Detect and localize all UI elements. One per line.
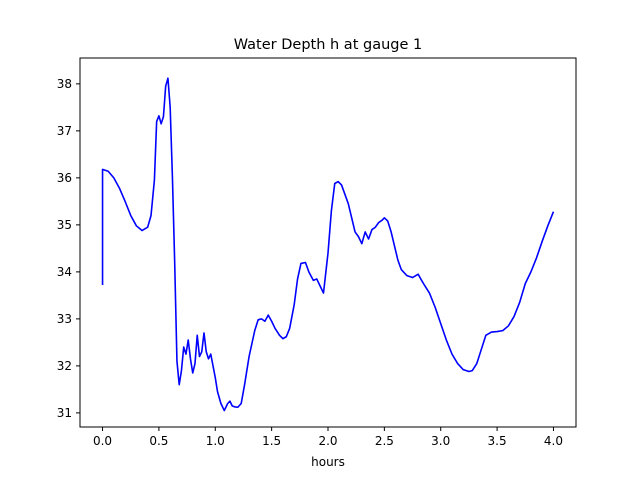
y-tick-label: 34 xyxy=(57,265,72,279)
x-tick-label: 1.0 xyxy=(206,434,225,448)
y-tick-label: 36 xyxy=(57,171,72,185)
y-tick-label: 37 xyxy=(57,124,72,138)
x-tick-label: 1.5 xyxy=(262,434,281,448)
series-line-0 xyxy=(101,77,555,412)
x-tick-label: 4.0 xyxy=(544,434,563,448)
x-tick-label: 3.0 xyxy=(431,434,450,448)
x-tick-label: 2.5 xyxy=(375,434,394,448)
y-tick-label: 33 xyxy=(57,312,72,326)
x-tick-label: 0.5 xyxy=(149,434,168,448)
x-tick-label: 0.0 xyxy=(93,434,112,448)
x-axis-label: hours xyxy=(311,455,345,469)
chart-title: Water Depth h at gauge 1 xyxy=(234,37,422,53)
y-tick-label: 38 xyxy=(57,77,72,91)
x-axis-ticks: 0.0 0.5 1.0 1.5 2.0 2.5 3.0 3.5 4.0 xyxy=(93,427,563,448)
x-tick-label: 3.5 xyxy=(488,434,507,448)
y-axis-ticks: 31 32 33 34 35 36 37 38 xyxy=(57,77,80,420)
y-tick-label: 35 xyxy=(57,218,72,232)
y-tick-label: 31 xyxy=(57,406,72,420)
y-tick-label: 32 xyxy=(57,359,72,373)
series-layer xyxy=(101,77,555,412)
x-tick-label: 2.0 xyxy=(318,434,337,448)
